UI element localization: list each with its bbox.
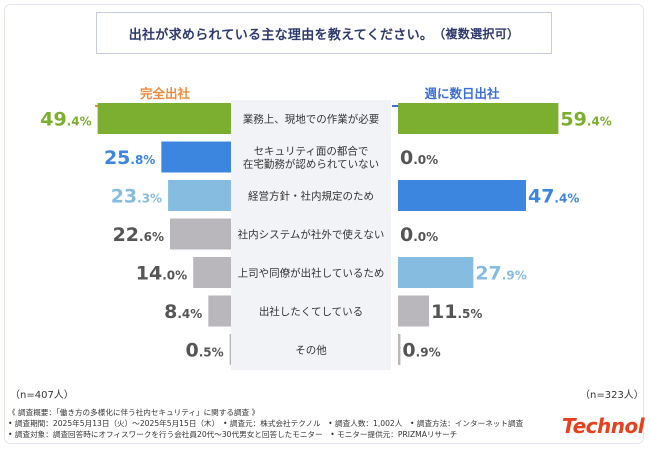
- category-label: 上司や同僚が出社しているため: [238, 267, 385, 280]
- left-value-label: 25.8%: [104, 147, 155, 169]
- right-sample-size: （n=323人）: [580, 390, 644, 401]
- left-bar: [193, 257, 231, 288]
- left-value-label: 8.4%: [164, 301, 202, 323]
- left-value-label: 22.6%: [113, 224, 164, 246]
- category-column-bg: [231, 100, 391, 370]
- right-value-label: 0.0%: [400, 224, 438, 246]
- footer-line-3: • 調査対象：調査回答時にオフィスワークを行う会社員20代～30代男女と回答した…: [8, 430, 458, 439]
- footer-line-1: 《 調査概要：「働き方の多様化に伴う社内セキュリティ」に関する調査 》: [8, 408, 260, 417]
- right-bar: [398, 257, 474, 288]
- category-label: 業務上、現地での作業が必要: [243, 113, 380, 126]
- right-value-label: 0.0%: [400, 147, 438, 169]
- right-value-label: 47.4%: [528, 186, 579, 208]
- left-bar: [161, 141, 231, 173]
- category-label: 在宅勤務が認められていない: [243, 158, 379, 171]
- chart-title: 出社が求められている主な理由を教えてください。: [128, 27, 434, 43]
- right-value-label: 59.4%: [560, 109, 611, 131]
- right-value-label: 0.9%: [402, 340, 440, 362]
- category-label: その他: [295, 344, 327, 357]
- left-value-label: 49.4%: [40, 109, 91, 131]
- left-bar: [168, 180, 231, 211]
- right-series-heading-text: 週に数日出社: [424, 86, 500, 101]
- left-sample-size: （n=407人）: [10, 390, 74, 401]
- left-bar: [169, 218, 231, 250]
- right-bar: [398, 180, 526, 211]
- left-value-label: 0.5%: [185, 340, 223, 362]
- chart-frame: [4, 4, 644, 444]
- right-bar: [398, 334, 401, 365]
- left-bar: [229, 334, 231, 365]
- technol-logo: Technol: [562, 414, 645, 438]
- category-label: 経営方針・社内規定のため: [248, 190, 374, 203]
- left-bar: [97, 103, 232, 134]
- footer-line-2: • 調査期間：2025年5月13日（火）～2025年5月15日（木） • 調査元…: [8, 419, 524, 428]
- survey-footer: 《 調査概要：「働き方の多様化に伴う社内セキュリティ」に関する調査 》 • 調査…: [8, 407, 523, 440]
- chart-title-box: 出社が求められている主な理由を教えてください。 （複数選択可）: [96, 12, 552, 54]
- right-bar: [398, 103, 559, 134]
- left-value-label: 14.0%: [136, 263, 187, 285]
- left-series-heading-text: 完全出社: [139, 86, 190, 101]
- right-bar: [398, 295, 430, 327]
- category-label: 出社したくてしている: [259, 305, 363, 318]
- right-value-label: 11.5%: [431, 301, 482, 323]
- category-label: セキュリティ面の都合で: [254, 145, 369, 158]
- left-bar: [208, 295, 231, 327]
- chart-title-note: （複数選択可）: [433, 26, 520, 41]
- left-value-label: 23.3%: [111, 186, 162, 208]
- category-label: 社内システムが社外で使えない: [238, 228, 385, 241]
- right-value-label: 27.9%: [475, 263, 526, 285]
